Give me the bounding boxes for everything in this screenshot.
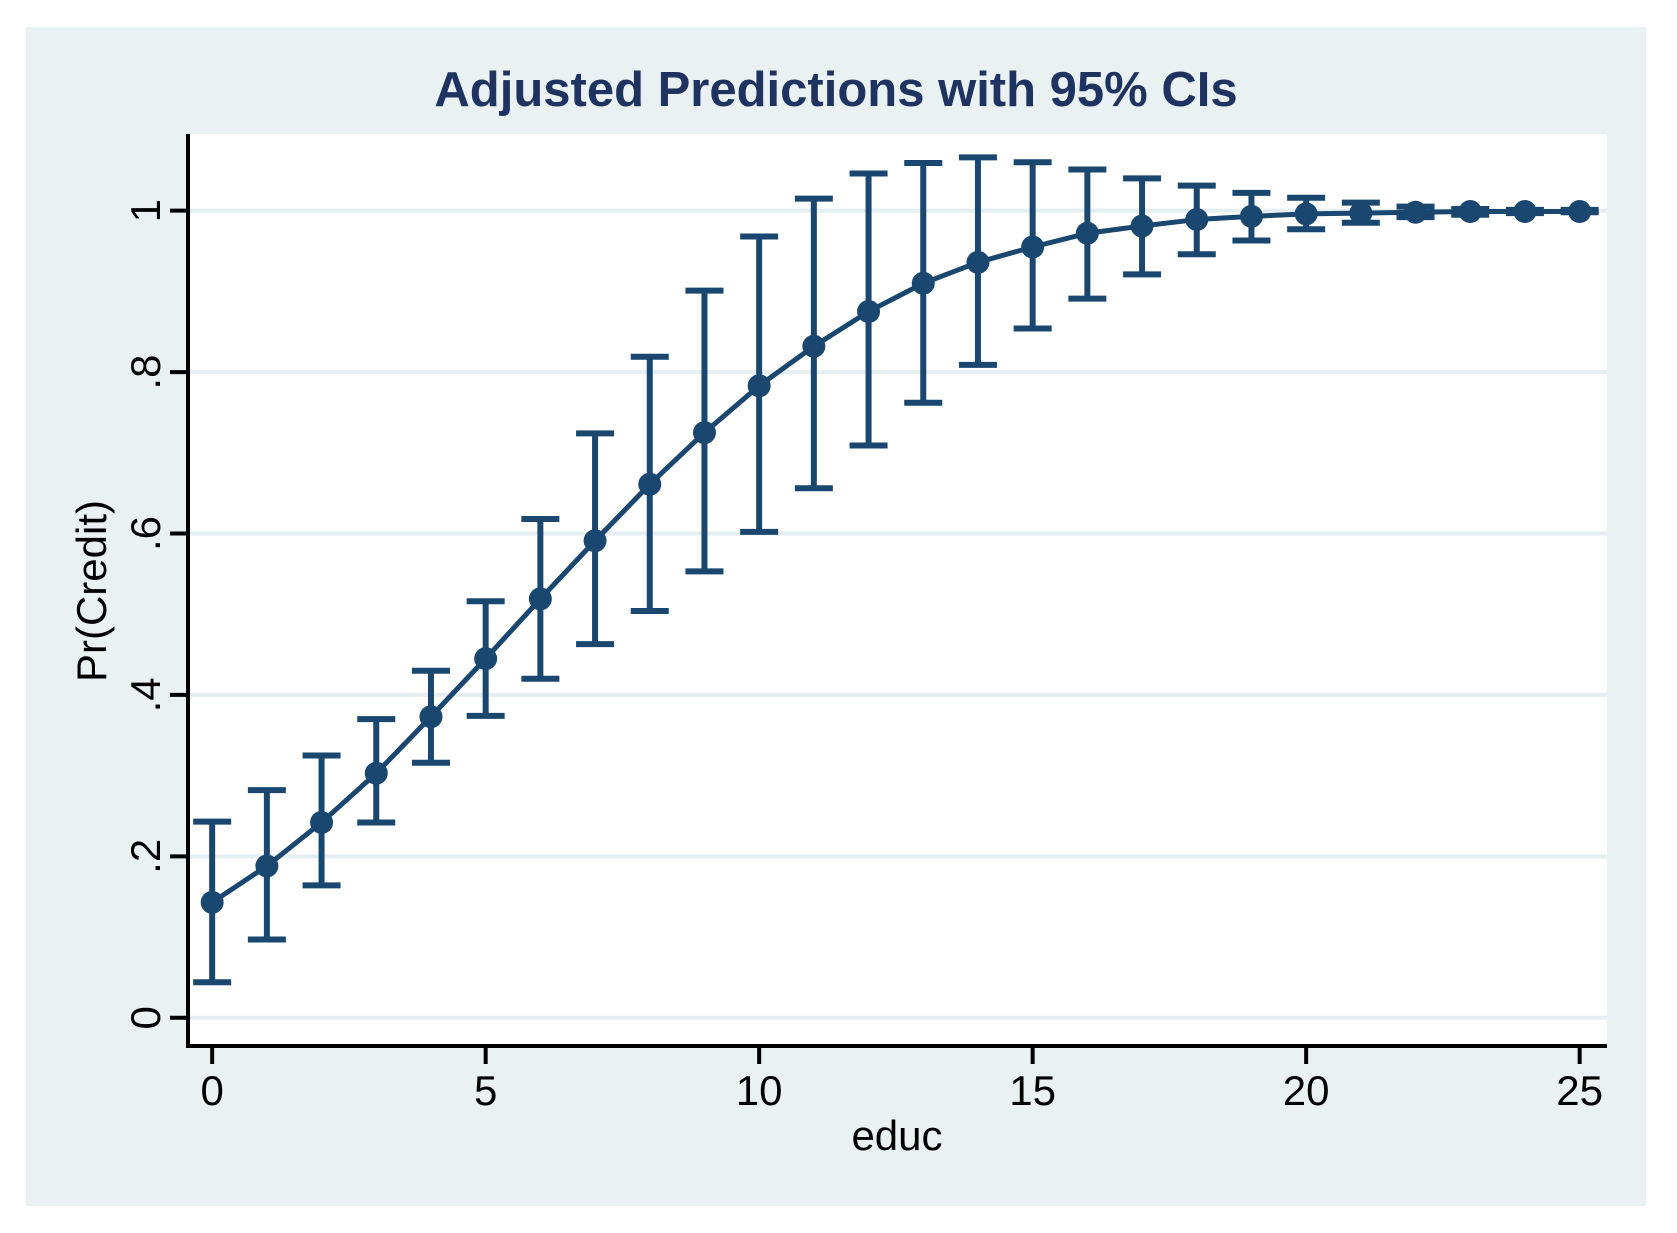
y-tick-label: 0 xyxy=(122,1006,169,1029)
data-point-marker xyxy=(911,271,935,295)
data-point-marker xyxy=(1568,199,1592,223)
y-tick-label: .2 xyxy=(122,839,169,874)
x-tick-label: 5 xyxy=(474,1067,497,1114)
x-axis-title: educ xyxy=(851,1112,943,1159)
data-point-marker xyxy=(1404,200,1428,224)
x-tick-label: 0 xyxy=(200,1067,223,1114)
y-tick-label: 1 xyxy=(122,199,169,222)
data-point-marker xyxy=(692,421,716,445)
data-point-marker xyxy=(747,374,771,398)
data-point-marker xyxy=(200,890,224,914)
x-tick-label: 25 xyxy=(1556,1067,1603,1114)
data-point-marker xyxy=(364,761,388,785)
x-tick-label: 15 xyxy=(1009,1067,1056,1114)
data-point-marker xyxy=(1021,235,1045,259)
data-point-marker xyxy=(255,854,279,878)
data-point-marker xyxy=(474,647,498,671)
chart-title: Adjusted Predictions with 95% CIs xyxy=(434,63,1238,117)
y-tick-label: .8 xyxy=(122,355,169,390)
data-point-marker xyxy=(638,472,662,496)
x-tick-label: 10 xyxy=(736,1067,783,1114)
data-point-marker xyxy=(1458,199,1482,223)
y-tick-label: .6 xyxy=(122,516,169,551)
data-point-marker xyxy=(1513,199,1537,223)
data-point-marker xyxy=(1239,204,1263,228)
data-point-marker xyxy=(1185,208,1209,232)
data-point-marker xyxy=(857,300,881,324)
data-point-marker xyxy=(528,587,552,611)
y-tick-label: .4 xyxy=(122,677,169,712)
data-point-marker xyxy=(802,334,826,358)
data-point-marker xyxy=(419,705,443,729)
data-point-marker xyxy=(1075,221,1099,245)
data-point-marker xyxy=(310,810,334,834)
data-point-marker xyxy=(1294,202,1318,226)
x-tick-label: 20 xyxy=(1283,1067,1330,1114)
data-point-marker xyxy=(1349,201,1373,225)
y-axis-title: Pr(Credit) xyxy=(68,500,115,683)
data-point-marker xyxy=(583,529,607,553)
plot-area xyxy=(187,134,1607,1046)
data-point-marker xyxy=(1130,214,1154,238)
data-point-marker xyxy=(966,250,990,274)
